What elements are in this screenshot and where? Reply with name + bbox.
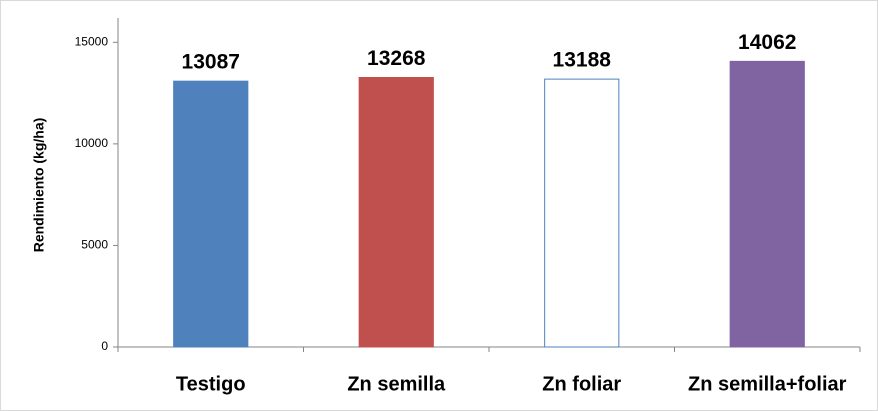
data-label: 13188 xyxy=(553,49,612,72)
bar xyxy=(544,78,620,348)
y-tick-label: 10000 xyxy=(75,136,109,150)
x-tick-label: Zn foliar xyxy=(542,373,621,395)
bar xyxy=(173,80,249,348)
data-label: 13087 xyxy=(182,51,240,74)
x-tick-label: Zn semilla+foliar xyxy=(688,373,847,395)
x-tick-label: Testigo xyxy=(176,373,246,395)
data-label: 14062 xyxy=(738,31,796,54)
bar xyxy=(358,76,434,348)
data-label: 13268 xyxy=(367,47,426,70)
x-tick-label: Zn semilla xyxy=(347,373,446,395)
y-axis-label: Rendimiento (kg/ha) xyxy=(31,118,47,253)
y-tick-label: 0 xyxy=(101,339,108,353)
y-tick-label: 5000 xyxy=(81,238,108,252)
y-tick-label: 15000 xyxy=(75,34,109,48)
bar xyxy=(729,60,805,348)
